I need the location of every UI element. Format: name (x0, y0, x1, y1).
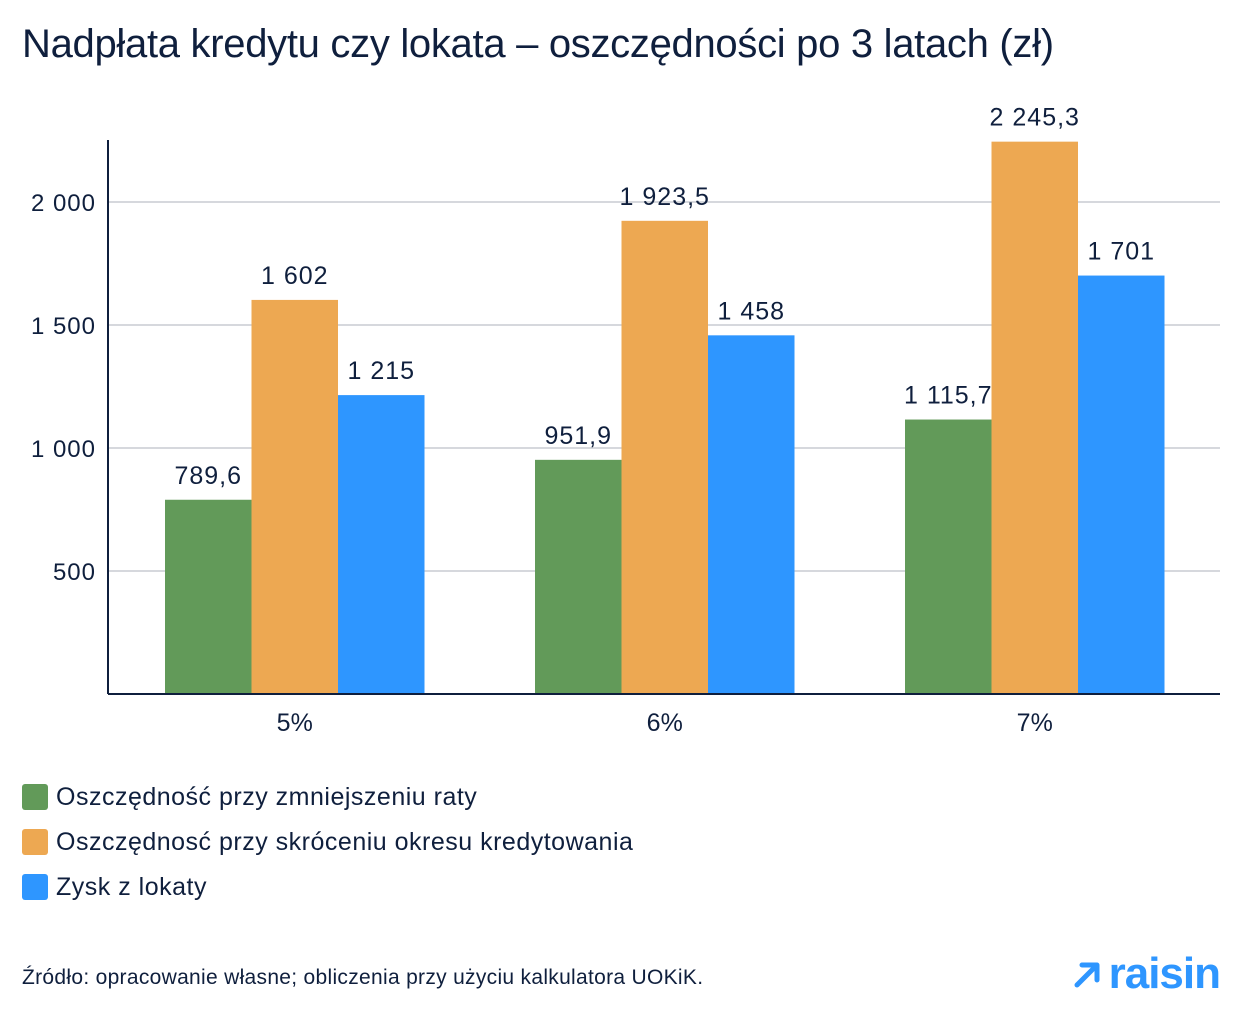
axes (107, 140, 1220, 695)
bar (991, 141, 1078, 695)
chart-title: Nadpłata kredytu czy lokata – oszczędnoś… (22, 22, 1054, 66)
y-tick-label: 1 000 (31, 436, 96, 463)
legend-swatch-blue (22, 874, 48, 900)
data-label: 1 701 (1087, 238, 1155, 266)
bar (165, 499, 252, 694)
legend-label: Oszczędność przy zmniejszeniu raty (56, 782, 478, 811)
y-tick-label: 2 000 (31, 190, 96, 217)
logo-text: raisin (1108, 949, 1221, 998)
bar (905, 419, 992, 694)
y-tick-label: 1 500 (31, 313, 96, 340)
legend-swatch-green (22, 784, 48, 810)
legend-item: Oszczędność przy zmniejszeniu raty (22, 782, 633, 812)
arrow-up-right-icon (1074, 962, 1100, 988)
data-label: 1 602 (261, 262, 329, 290)
x-axis-ticks: 5% 6% 7% (277, 709, 1053, 737)
y-axis-ticks: 500 1 000 1 500 2 000 (31, 190, 96, 586)
bar (621, 220, 708, 694)
legend-label: Oszczędnosć przy skróceniu okresu kredyt… (56, 827, 634, 856)
bar (1078, 275, 1165, 694)
source-note: Źródło: opracowanie własne; obliczenia p… (22, 966, 704, 989)
data-label: 951,9 (544, 422, 612, 450)
x-tick-label: 6% (647, 709, 683, 737)
data-label: 2 245,3 (990, 104, 1080, 132)
bar (535, 459, 622, 694)
bar (708, 335, 795, 694)
data-label: 1 115,7 (904, 382, 993, 410)
bar-chart: 500 1 000 1 500 2 000 789,6 1 602 1 215 951,9 1… (31, 104, 1220, 737)
legend-item: Oszczędnosć przy skróceniu okresu kredyt… (22, 827, 633, 857)
x-tick-label: 5% (277, 709, 313, 737)
bars (165, 141, 1165, 695)
legend-swatch-orange (22, 829, 48, 855)
legend: Oszczędność przy zmniejszeniu raty Oszcz… (22, 782, 633, 917)
x-tick-label: 7% (1017, 709, 1053, 737)
bar (251, 299, 338, 694)
data-label: 789,6 (174, 462, 242, 490)
data-label: 1 215 (347, 357, 415, 385)
y-tick-label: 500 (53, 559, 96, 586)
raisin-logo: raisin (1071, 949, 1221, 998)
legend-label: Zysk z lokaty (56, 872, 207, 901)
data-label: 1 923,5 (620, 183, 710, 211)
data-label: 1 458 (717, 297, 785, 325)
legend-item: Zysk z lokaty (22, 872, 633, 902)
bar (338, 395, 425, 694)
data-labels: 789,6 1 602 1 215 951,9 1 923,5 1 458 1 115,7 2… (174, 104, 1155, 490)
